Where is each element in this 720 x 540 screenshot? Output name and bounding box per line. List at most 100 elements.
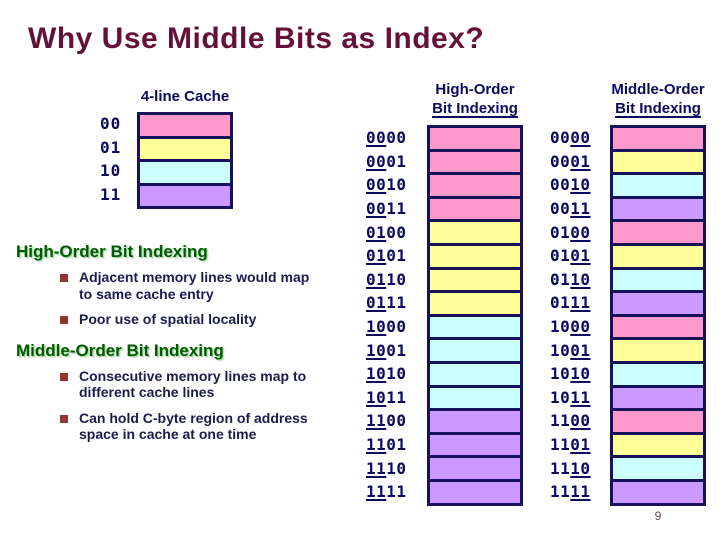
memory-cell	[613, 290, 703, 314]
text-sections: High-Order Bit Indexing Adjacent memory l…	[16, 242, 368, 452]
address-labels: 00 00 00 01 00 10 00 11 01 00 01 01 01 10 01 11 10 00 10 01…	[550, 125, 610, 506]
address-index-bits: 10	[570, 364, 591, 384]
bullet-text: Poor use of spatial locality	[79, 311, 256, 328]
address-label: 11 00	[550, 409, 610, 433]
address-label: 00 00	[550, 126, 610, 150]
address-prefix: 01	[550, 246, 571, 266]
cache-row-cell	[140, 159, 230, 183]
middle-order-column-body: 00 00 00 01 00 10 00 11 01 00 01 01 01 10 01 11 10 00 10 01…	[550, 125, 706, 506]
bullet-text: Adjacent memory lines would map to same c…	[79, 269, 309, 302]
address-index-bits: 11	[366, 411, 387, 431]
address-suffix: 01	[386, 246, 407, 266]
cache-cells	[137, 112, 233, 209]
bullet-text: Can hold C-byte region of address space i…	[79, 410, 308, 443]
page-number: 9	[654, 509, 662, 523]
address-index-bits: 01	[570, 151, 591, 171]
address-label: 01 01	[366, 244, 427, 268]
address-suffix: 11	[386, 293, 407, 313]
address-label: 01 11	[366, 291, 427, 315]
address-prefix: 01	[550, 222, 571, 242]
memory-cell	[430, 431, 520, 456]
address-suffix: 00	[386, 222, 407, 242]
bullet-line: Poor use of spatial locality	[79, 311, 257, 327]
memory-cell	[430, 290, 520, 314]
address-label: 00 11	[366, 197, 427, 221]
address-prefix: 00	[550, 151, 571, 171]
address-label: 10 10	[366, 362, 427, 386]
section-heading: Middle-Order Bit Indexing	[16, 340, 224, 360]
address-suffix: 11	[386, 482, 407, 502]
address-suffix: 01	[386, 151, 407, 171]
memory-cells	[427, 125, 523, 506]
cache-diagram: 4-line Cache 00 01 10 11	[100, 88, 233, 209]
address-index-bits: 10	[366, 317, 387, 337]
memory-cell	[613, 172, 703, 196]
address-label: 11 10	[550, 456, 610, 480]
memory-cell	[430, 219, 520, 243]
address-index-bits: 00	[570, 128, 591, 148]
address-index-bits: 01	[570, 340, 591, 360]
address-index-bits: 00	[570, 317, 591, 337]
memory-cell	[613, 128, 703, 149]
address-index-bits: 11	[570, 387, 591, 407]
address-prefix: 01	[550, 293, 571, 313]
slide-title: Why Use Middle Bits as Index?	[28, 22, 485, 55]
memory-cell	[613, 384, 703, 409]
memory-cell	[430, 337, 520, 361]
memory-cell	[613, 478, 703, 503]
bullet-square-icon	[60, 316, 68, 324]
memory-cell	[430, 384, 520, 409]
memory-cell	[430, 266, 520, 291]
address-suffix: 00	[386, 411, 407, 431]
cache-row-label: 01	[100, 137, 122, 157]
bullet-square-icon	[60, 372, 68, 381]
memory-cell	[613, 313, 703, 338]
address-prefix: 01	[550, 269, 571, 289]
cache-row-cell	[140, 135, 230, 159]
address-prefix: 10	[550, 317, 571, 337]
address-label: 10 01	[366, 338, 427, 362]
address-label: 01 01	[550, 244, 610, 268]
cache-diagram-title: 4-line Cache	[140, 88, 230, 105]
address-prefix: 11	[550, 435, 571, 455]
address-label: 11 11	[550, 480, 610, 504]
address-index-bits: 00	[570, 222, 591, 242]
memory-cell	[613, 431, 703, 456]
middle-order-column-header: Middle-Order Bit Indexing	[610, 80, 706, 118]
memory-cell	[613, 408, 703, 432]
address-suffix: 10	[386, 269, 407, 289]
column-header-line1: High-Order	[435, 81, 515, 98]
address-index-bits: 00	[366, 199, 387, 219]
address-prefix: 00	[550, 175, 571, 195]
address-label: 00 10	[550, 173, 610, 197]
cache-row-label: 00	[100, 114, 122, 134]
address-index-bits: 11	[570, 199, 591, 219]
address-index-bits: 01	[366, 293, 387, 313]
address-label: 11 10	[366, 456, 427, 480]
address-index-bits: 11	[366, 435, 387, 455]
high-order-column: High-Order Bit Indexing 00 00 00 01 00 10 00 11…	[366, 80, 523, 506]
address-index-bits: 00	[366, 175, 387, 195]
address-prefix: 11	[550, 458, 571, 478]
memory-cell	[613, 219, 703, 243]
address-label: 11 00	[366, 409, 427, 433]
memory-cell	[430, 242, 520, 267]
address-index-bits: 01	[366, 269, 387, 289]
memory-cell	[430, 195, 520, 220]
cache-diagram-body: 00 01 10 11	[100, 112, 233, 209]
high-order-column-header: High-Order Bit Indexing	[427, 80, 523, 118]
address-index-bits: 00	[570, 411, 591, 431]
address-suffix: 00	[386, 317, 407, 337]
memory-cell	[613, 195, 703, 220]
address-suffix: 10	[386, 458, 407, 478]
address-prefix: 10	[550, 340, 571, 360]
address-index-bits: 10	[570, 269, 591, 289]
cache-row-label: 10	[100, 161, 122, 181]
address-label: 10 00	[366, 315, 427, 339]
column-header-line1: Middle-Order	[611, 81, 705, 98]
high-order-column-body: 00 00 00 01 00 10 00 11 01 00 01 01 01 10 01 11 10 00 10 01…	[366, 125, 523, 506]
memory-cell	[430, 478, 520, 503]
memory-cell	[613, 242, 703, 267]
address-index-bits: 01	[366, 246, 387, 266]
